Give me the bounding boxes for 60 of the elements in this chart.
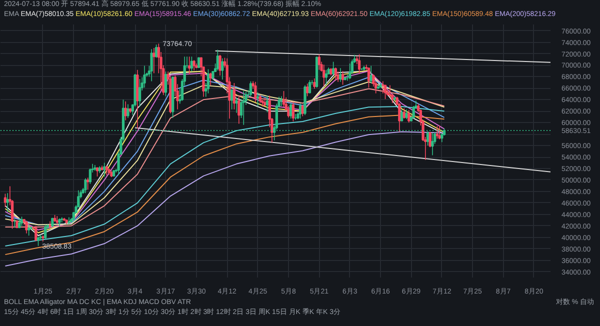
candlestick (438, 125, 441, 140)
candlestick (336, 71, 340, 82)
candlestick (235, 98, 238, 114)
candlestick (436, 126, 439, 140)
candlestick (266, 95, 269, 113)
candlestick (280, 96, 283, 106)
candlestick (367, 67, 370, 88)
candlestick (238, 96, 240, 124)
candlestick (292, 102, 295, 122)
candlestick (382, 80, 384, 94)
candlestick (405, 109, 408, 120)
candlestick (230, 88, 234, 110)
candlestick (218, 54, 222, 76)
candlestick (126, 104, 130, 118)
candlestick (318, 54, 320, 70)
candlestick (86, 177, 90, 190)
candlestick (221, 58, 224, 80)
candlestick (34, 225, 38, 241)
candlestick (348, 63, 352, 80)
candlestick (152, 48, 156, 74)
candlestick (341, 70, 344, 86)
candlestick (6, 192, 9, 212)
candlestick (313, 78, 316, 90)
candlestick (138, 78, 142, 107)
candlestick (150, 48, 153, 82)
candlestick (44, 224, 47, 239)
candlestick (290, 103, 292, 119)
candlestick (332, 61, 335, 76)
candlestick (306, 83, 309, 97)
candlestick (48, 220, 52, 229)
candlestick (154, 44, 158, 58)
candlestick (28, 224, 30, 236)
candlestick (188, 56, 191, 75)
candlestick (384, 84, 387, 100)
candlestick (84, 178, 87, 194)
candlestick (88, 168, 92, 184)
candlestick (206, 68, 210, 94)
candlestick (232, 82, 236, 110)
candlestick (334, 67, 338, 82)
candlestick (256, 92, 260, 107)
candlestick (339, 68, 342, 82)
candlestick (408, 110, 410, 123)
candlestick (143, 65, 146, 88)
candlestick (25, 220, 28, 234)
candlestick (103, 162, 106, 177)
candlestick (431, 132, 434, 156)
candlestick (242, 90, 245, 126)
candlestick (282, 90, 286, 108)
candlestick (254, 81, 257, 102)
candlestick (68, 216, 70, 225)
candlestick (36, 236, 40, 246)
line-series (4, 131, 445, 267)
candlestick (192, 60, 196, 71)
candlestick (4, 193, 7, 208)
candlestick (324, 69, 328, 86)
candlestick (322, 64, 326, 87)
candlestick (18, 218, 21, 228)
candlestick (308, 80, 312, 94)
candlestick (400, 109, 404, 122)
candlestick (287, 106, 290, 118)
